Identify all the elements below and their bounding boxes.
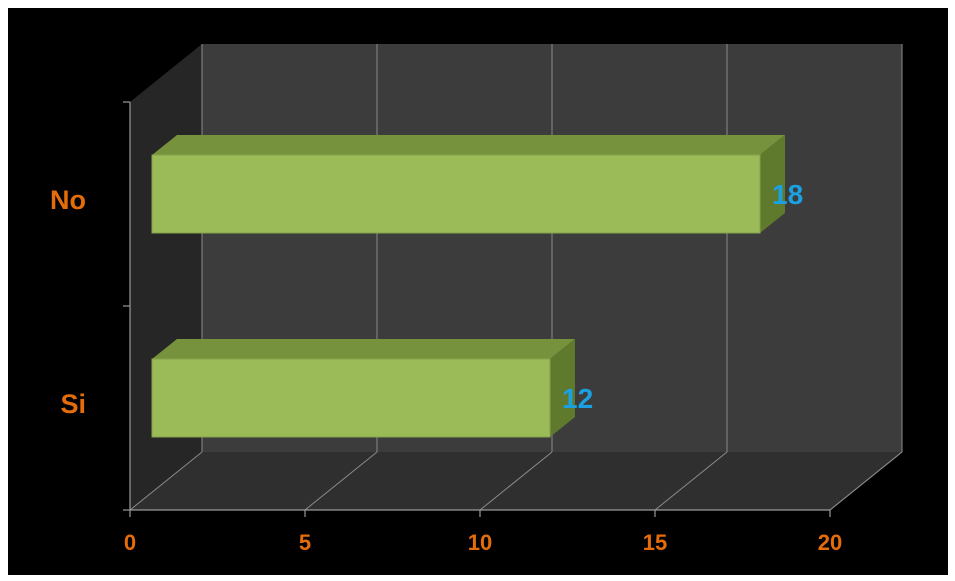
labels: No 18 Si 12 0 5 10 15 20 (50, 179, 842, 555)
x-tick-label-10: 10 (468, 530, 492, 555)
bars (151, 135, 785, 438)
x-tick-label-5: 5 (299, 530, 311, 555)
category-label-no: No (50, 185, 86, 215)
bar-chart: No 18 Si 12 0 5 10 15 20 (50, 44, 903, 555)
data-label-si: 12 (562, 383, 593, 414)
bar-si (151, 358, 551, 438)
gridline-floor-2 (479, 451, 553, 511)
gridline-floor-1 (304, 451, 378, 511)
chart-side-wall (130, 44, 202, 510)
x-tick-label-15: 15 (643, 530, 667, 555)
category-label-si: Si (60, 389, 86, 419)
gridline-floor-3 (654, 451, 728, 511)
floor-edge (829, 451, 903, 511)
bar-side-si (550, 339, 575, 437)
bar-top-no (152, 135, 785, 155)
data-label-no: 18 (772, 179, 803, 210)
gridline-floor-0 (129, 451, 203, 511)
axes (123, 101, 831, 517)
chart-area: No 18 Si 12 0 5 10 15 20 (8, 8, 948, 575)
bar-no (151, 154, 761, 234)
bar-top-si (152, 339, 575, 359)
bar-side-no (760, 135, 785, 233)
x-tick-label-20: 20 (818, 530, 842, 555)
x-tick-label-0: 0 (124, 530, 136, 555)
